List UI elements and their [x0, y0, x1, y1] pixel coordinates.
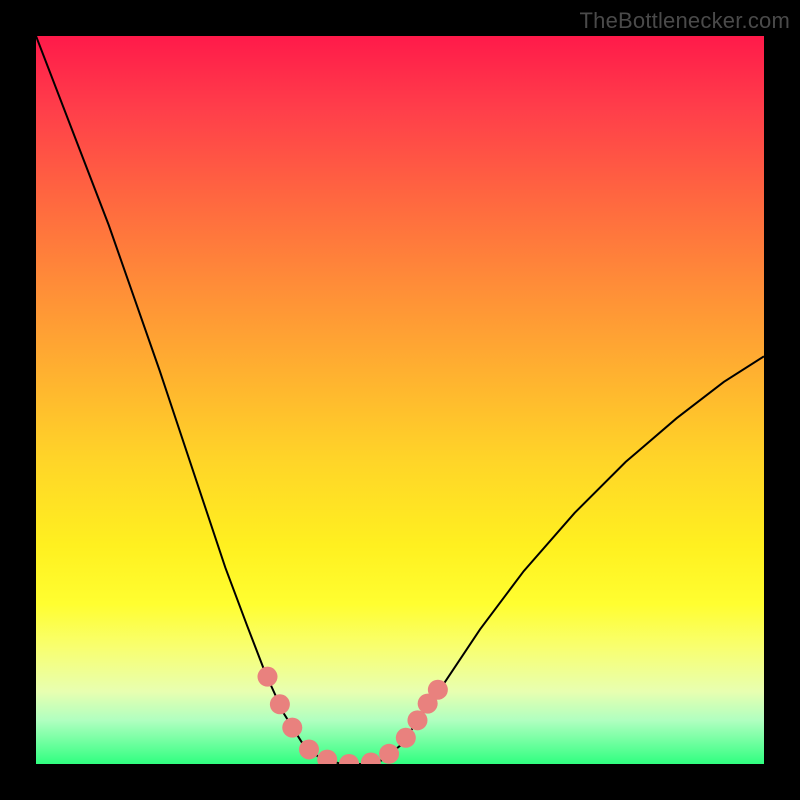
- plot-svg: [36, 36, 764, 764]
- curve-marker: [270, 694, 290, 714]
- curve-marker: [299, 739, 319, 759]
- curve-marker: [379, 744, 399, 764]
- curve-marker: [258, 667, 278, 687]
- curve-marker: [428, 680, 448, 700]
- curve-marker: [361, 753, 381, 764]
- curve-marker: [396, 728, 416, 748]
- bottleneck-curve: [36, 36, 764, 764]
- curve-marker: [317, 750, 337, 764]
- watermark-text: TheBottlenecker.com: [580, 8, 790, 34]
- curve-marker: [407, 710, 427, 730]
- curve-marker: [339, 754, 359, 764]
- curve-marker: [282, 718, 302, 738]
